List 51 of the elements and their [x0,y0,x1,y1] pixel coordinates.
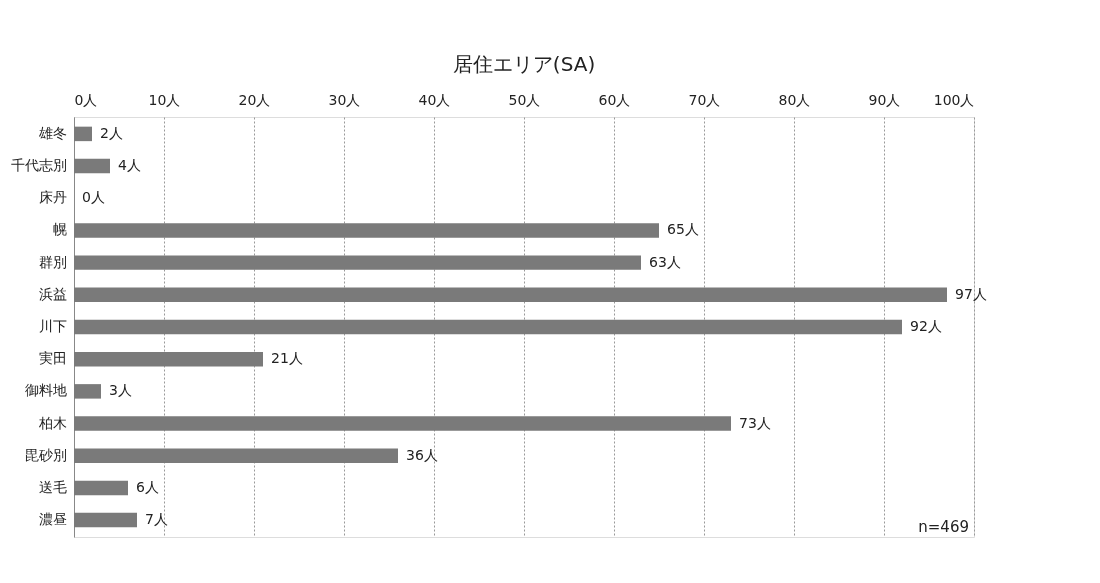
y-tick-label: 柏木 [37,414,67,431]
y-tick-label: 雄冬 [37,124,67,141]
data-label: 63人 [649,253,681,270]
x-tick-label: 80人 [778,91,811,108]
bar [74,223,659,238]
y-tick-label: 御料地 [24,382,67,399]
bar [74,126,92,142]
y-tick-label: 毘砂別 [24,446,67,463]
data-label: 36人 [406,446,438,463]
data-label: 2人 [100,124,123,141]
bar [74,416,731,431]
data-label: 21人 [271,350,303,367]
y-tick-label: 浜益 [38,285,67,302]
bar [74,448,398,463]
bar [74,287,947,303]
x-tick-label: 100人 [933,91,975,108]
data-label: 4人 [118,157,141,174]
data-label: 7人 [145,511,168,528]
bar [74,384,101,399]
bar [74,480,128,496]
x-tick-label: 90人 [868,91,901,108]
bar [74,255,641,270]
y-tick-label: 実田 [38,350,67,367]
x-tick-label: 50人 [508,91,541,108]
bar [74,319,902,335]
data-label: 65人 [667,221,699,238]
bar [74,351,263,367]
x-tick-label: 70人 [688,91,721,108]
data-label: 97人 [955,285,987,302]
y-tick-label: 幌 [52,221,67,238]
x-tick-label: 20人 [238,91,271,108]
data-label: 6人 [136,478,159,495]
y-tick-label: 床丹 [38,189,67,206]
x-tick-label: 0人 [74,91,98,108]
x-tick-label: 30人 [328,91,361,108]
data-label: 73人 [739,414,771,431]
y-tick-label: 群別 [38,253,67,270]
x-tick-label: 10人 [148,91,181,108]
data-label: 0人 [82,189,105,206]
y-tick-label: 川下 [38,318,67,334]
chart-title: 居住エリア(SA) [452,52,596,76]
annotation: n=469 [918,518,969,536]
y-tick-label: 送毛 [38,478,67,495]
y-tick-label: 濃昼 [38,511,67,528]
y-tick-label: 千代志別 [10,157,67,174]
data-label: 92人 [910,318,942,334]
x-tick-label: 60人 [598,91,631,108]
bar [74,512,137,528]
data-label: 3人 [109,382,132,399]
bar [74,158,110,174]
x-tick-label: 40人 [418,91,451,108]
